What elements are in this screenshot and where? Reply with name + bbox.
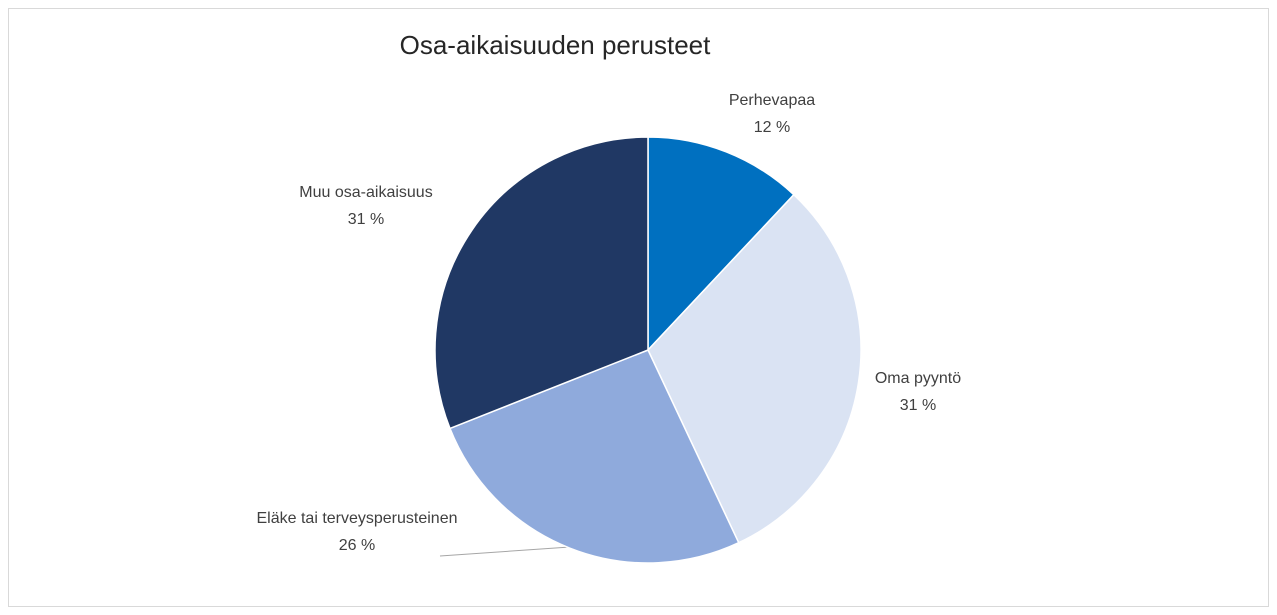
slice-value-label: 31 % (348, 211, 384, 228)
pie-slice (448, 349, 740, 564)
pie-slice (434, 136, 649, 430)
slice-label: Oma pyyntö (875, 370, 961, 387)
pie-slice (647, 193, 862, 544)
slice-label: Eläke tai terveysperusteinen (257, 510, 458, 527)
slice-value-label: 26 % (339, 537, 375, 554)
pie-slice (647, 136, 795, 352)
chart-title: Osa-aikaisuuden perusteet (400, 30, 712, 60)
slice-label: Perhevapaa (729, 92, 815, 109)
slice-value-label: 12 % (754, 119, 790, 136)
slice-value-label: 31 % (900, 397, 936, 414)
slice-label: Muu osa-aikaisuus (299, 184, 432, 201)
leader-line (439, 546, 571, 557)
